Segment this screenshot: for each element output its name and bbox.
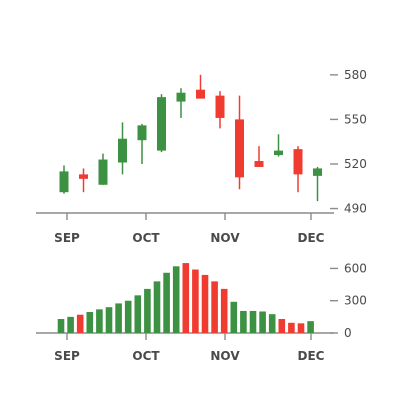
candle: [293, 146, 303, 193]
price-x-tick-label: NOV: [210, 231, 240, 245]
candle-body: [118, 138, 127, 163]
volume-x-tick-label: OCT: [132, 349, 160, 363]
volume-y-tick-label: 0: [344, 326, 352, 340]
volume-bar-panel: SEP OCT NOV DEC 0 300 600: [36, 261, 367, 363]
candle-body: [157, 97, 166, 151]
candle: [157, 94, 166, 153]
candle: [98, 153, 108, 185]
volume-x-tick-label: DEC: [298, 349, 325, 363]
volume-x-tick-label: NOV: [210, 349, 240, 363]
volume-bar: [163, 272, 170, 333]
candle-body: [59, 171, 69, 193]
volume-bar: [144, 288, 151, 333]
price-x-tick-label: DEC: [298, 231, 325, 245]
candle: [215, 91, 225, 129]
candle: [137, 123, 147, 164]
volume-bar: [96, 309, 103, 333]
volume-bar: [67, 316, 74, 333]
candle-body: [79, 174, 88, 179]
candle-body: [313, 168, 322, 176]
candle-body: [137, 125, 147, 141]
volume-bar: [86, 312, 94, 333]
volume-bar: [259, 311, 266, 333]
candle-body: [215, 95, 225, 118]
volume-x-ticks: SEP OCT NOV DEC: [54, 333, 325, 363]
volume-bar: [172, 266, 180, 333]
price-x-tick-label: OCT: [132, 231, 160, 245]
volume-y-tick-label: 600: [344, 261, 367, 275]
candle: [274, 134, 283, 157]
volume-x-tick-label: SEP: [54, 349, 80, 363]
volume-bar: [211, 281, 218, 333]
price-y-tick-label: 490: [344, 202, 367, 216]
price-y-tick-label: 580: [344, 68, 367, 82]
volume-bar: [288, 322, 295, 333]
price-x-ticks: SEP OCT NOV DEC: [54, 213, 325, 245]
volume-bar: [153, 281, 161, 333]
volume-bar: [192, 269, 199, 333]
volume-bar: [134, 295, 142, 333]
volume-bar: [201, 274, 209, 333]
volume-bar: [124, 300, 132, 333]
price-y-tick-label: 520: [344, 157, 367, 171]
volume-bar: [249, 310, 257, 333]
candle: [176, 88, 186, 118]
volume-bar: [307, 321, 314, 333]
price-candlestick-panel: SEP OCT NOV DEC 490 520 550 580: [36, 68, 367, 245]
candle-body: [176, 92, 186, 102]
price-y-tick-label: 550: [344, 112, 367, 126]
price-y-ticks: 490 520 550 580: [330, 68, 367, 216]
candle: [59, 165, 69, 194]
candle-body: [274, 150, 283, 156]
candle-marks: [59, 74, 322, 202]
price-x-tick-label: SEP: [54, 231, 80, 245]
candle: [79, 168, 88, 193]
volume-bar: [297, 323, 305, 333]
candle-body: [254, 161, 264, 167]
candle: [196, 74, 205, 99]
volume-bar: [230, 301, 238, 333]
volume-y-ticks: 0 300 600: [330, 261, 367, 340]
candle: [235, 95, 244, 190]
volume-bar: [220, 288, 228, 333]
candle: [118, 122, 127, 175]
volume-bar: [115, 303, 122, 333]
volume-bar: [105, 307, 113, 333]
volume-y-tick-label: 300: [344, 294, 367, 308]
candle-body: [196, 89, 205, 99]
volume-bar: [278, 319, 286, 333]
volume-bar: [268, 314, 276, 333]
volume-bar: [76, 314, 84, 333]
candle: [313, 166, 322, 202]
candle: [254, 146, 264, 167]
volume-bar: [182, 263, 190, 333]
volume-bar: [57, 319, 65, 333]
candle-body: [235, 119, 244, 178]
candle-body: [98, 159, 108, 185]
volume-bar: [240, 310, 247, 333]
volume-bars: [57, 263, 314, 333]
candle-body: [293, 149, 303, 175]
